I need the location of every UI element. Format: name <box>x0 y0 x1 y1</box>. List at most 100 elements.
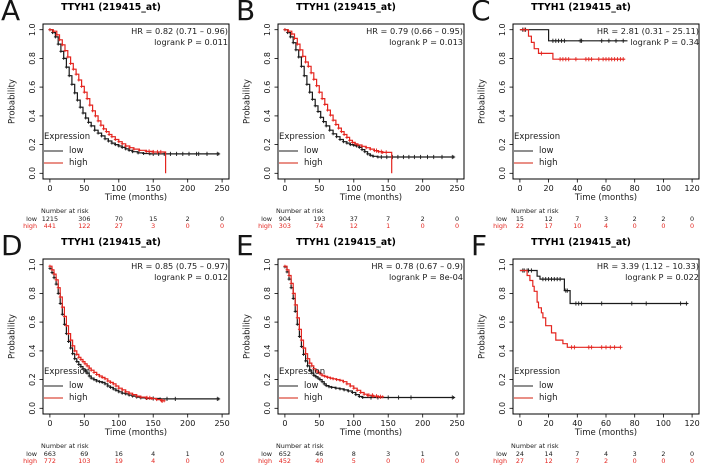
legend-label-high: high <box>304 158 323 168</box>
svg-text:0: 0 <box>47 419 52 428</box>
svg-text:0: 0 <box>633 222 637 230</box>
svg-text:0: 0 <box>690 215 694 223</box>
svg-text:low: low <box>26 450 37 458</box>
panel-letter: B <box>236 0 256 27</box>
high-line-sample <box>44 162 63 164</box>
svg-text:4: 4 <box>151 450 155 458</box>
svg-text:10: 10 <box>573 222 581 230</box>
svg-text:0.2: 0.2 <box>28 138 37 151</box>
hazard-ratio-text: HR = 0.85 (0.75 – 0.97) <box>131 261 228 271</box>
svg-text:0.6: 0.6 <box>28 81 37 94</box>
stats-annotation: HR = 0.82 (0.71 – 0.96) logrank P = 0.01… <box>131 26 228 49</box>
svg-text:1.0: 1.0 <box>28 258 37 271</box>
svg-text:0: 0 <box>690 457 694 465</box>
svg-text:3: 3 <box>604 215 608 223</box>
panel-letter: F <box>471 235 488 262</box>
svg-text:0.0: 0.0 <box>498 402 507 415</box>
svg-text:low: low <box>261 215 272 223</box>
svg-text:0.8: 0.8 <box>263 287 272 300</box>
svg-text:0: 0 <box>455 450 459 458</box>
logrank-p-text: logrank P = 0.013 <box>389 37 463 48</box>
svg-text:0: 0 <box>186 457 190 465</box>
risk-table-header: Number at risk <box>511 207 559 215</box>
legend-title: Expression <box>279 367 326 377</box>
svg-text:low: low <box>26 215 37 223</box>
legend: Expression low high <box>514 132 560 169</box>
svg-text:0: 0 <box>421 457 425 465</box>
legend-label-low: low <box>69 381 84 391</box>
x-axis-label: Time (months) <box>104 193 168 203</box>
svg-text:50: 50 <box>314 184 324 193</box>
svg-text:1: 1 <box>386 222 390 230</box>
svg-text:0: 0 <box>386 457 390 465</box>
svg-text:high: high <box>493 222 507 230</box>
svg-text:0.4: 0.4 <box>28 110 37 123</box>
svg-text:0.8: 0.8 <box>263 52 272 65</box>
svg-text:high: high <box>258 457 272 465</box>
svg-text:3: 3 <box>151 222 155 230</box>
svg-text:15: 15 <box>149 215 157 223</box>
panel-letter: C <box>471 0 491 27</box>
x-axis-label: Time (months) <box>574 193 638 203</box>
legend-label-low: low <box>539 146 554 156</box>
hazard-ratio-text: HR = 0.78 (0.67 – 0.9) <box>371 261 463 271</box>
km-panel-E: E TTYH1 (219415_at) 0 50 100 150 200 250 0.0 0.… <box>235 235 470 469</box>
legend: Expression low high <box>44 132 90 169</box>
svg-text:2: 2 <box>421 215 425 223</box>
y-axis-label: Probability <box>242 79 253 124</box>
svg-text:24: 24 <box>516 450 524 458</box>
panel-title: TTYH1 (219415_at) <box>531 2 631 13</box>
svg-text:0: 0 <box>186 222 190 230</box>
stats-annotation: HR = 0.85 (0.75 – 0.97) logrank P = 0.01… <box>131 261 228 284</box>
legend-item-high: high <box>44 392 90 404</box>
svg-text:100: 100 <box>656 184 671 193</box>
svg-text:16: 16 <box>115 450 123 458</box>
legend-title: Expression <box>514 367 561 377</box>
legend-item-low: low <box>514 145 560 157</box>
svg-text:3: 3 <box>386 450 390 458</box>
svg-text:0: 0 <box>690 450 694 458</box>
svg-text:low: low <box>496 450 507 458</box>
hazard-ratio-text: HR = 2.81 (0.31 – 25.11) <box>596 26 699 36</box>
svg-text:0.8: 0.8 <box>28 287 37 300</box>
high-line-sample <box>279 162 298 164</box>
svg-text:150: 150 <box>146 419 161 428</box>
svg-text:4: 4 <box>151 457 155 465</box>
svg-text:1.0: 1.0 <box>28 23 37 36</box>
svg-text:0: 0 <box>220 222 224 230</box>
svg-text:0.0: 0.0 <box>28 167 37 180</box>
legend-label-high: high <box>69 393 88 403</box>
svg-text:100: 100 <box>111 419 126 428</box>
km-panel-A: A TTYH1 (219415_at) 0 50 100 150 200 250 0.0 0.… <box>0 0 235 235</box>
svg-text:1: 1 <box>421 450 425 458</box>
svg-text:20: 20 <box>544 419 554 428</box>
svg-text:100: 100 <box>346 419 361 428</box>
panel-letter: D <box>1 235 23 262</box>
panel-title: TTYH1 (219415_at) <box>61 2 161 13</box>
svg-text:50: 50 <box>79 184 89 193</box>
x-axis-label: Time (months) <box>574 428 638 438</box>
svg-text:200: 200 <box>180 419 195 428</box>
panel-letter: E <box>236 235 254 262</box>
svg-text:46: 46 <box>315 450 323 458</box>
svg-text:0: 0 <box>421 222 425 230</box>
legend-item-high: high <box>279 157 325 169</box>
svg-text:7: 7 <box>386 215 390 223</box>
y-axis-label: Probability <box>242 314 253 359</box>
svg-text:12: 12 <box>545 457 553 465</box>
risk-table-header: Number at risk <box>511 442 559 450</box>
hazard-ratio-text: HR = 3.39 (1.12 – 10.33) <box>596 261 699 271</box>
legend-item-low: low <box>514 380 560 392</box>
svg-text:0.4: 0.4 <box>263 345 272 358</box>
high-line-sample <box>514 162 533 164</box>
high-line-sample <box>514 397 533 399</box>
svg-text:3: 3 <box>633 450 637 458</box>
risk-table-header: Number at risk <box>41 442 89 450</box>
svg-text:2: 2 <box>661 450 665 458</box>
svg-text:200: 200 <box>415 184 430 193</box>
stats-annotation: HR = 0.79 (0.66 – 0.95) logrank P = 0.01… <box>366 26 463 49</box>
svg-text:0: 0 <box>282 184 287 193</box>
